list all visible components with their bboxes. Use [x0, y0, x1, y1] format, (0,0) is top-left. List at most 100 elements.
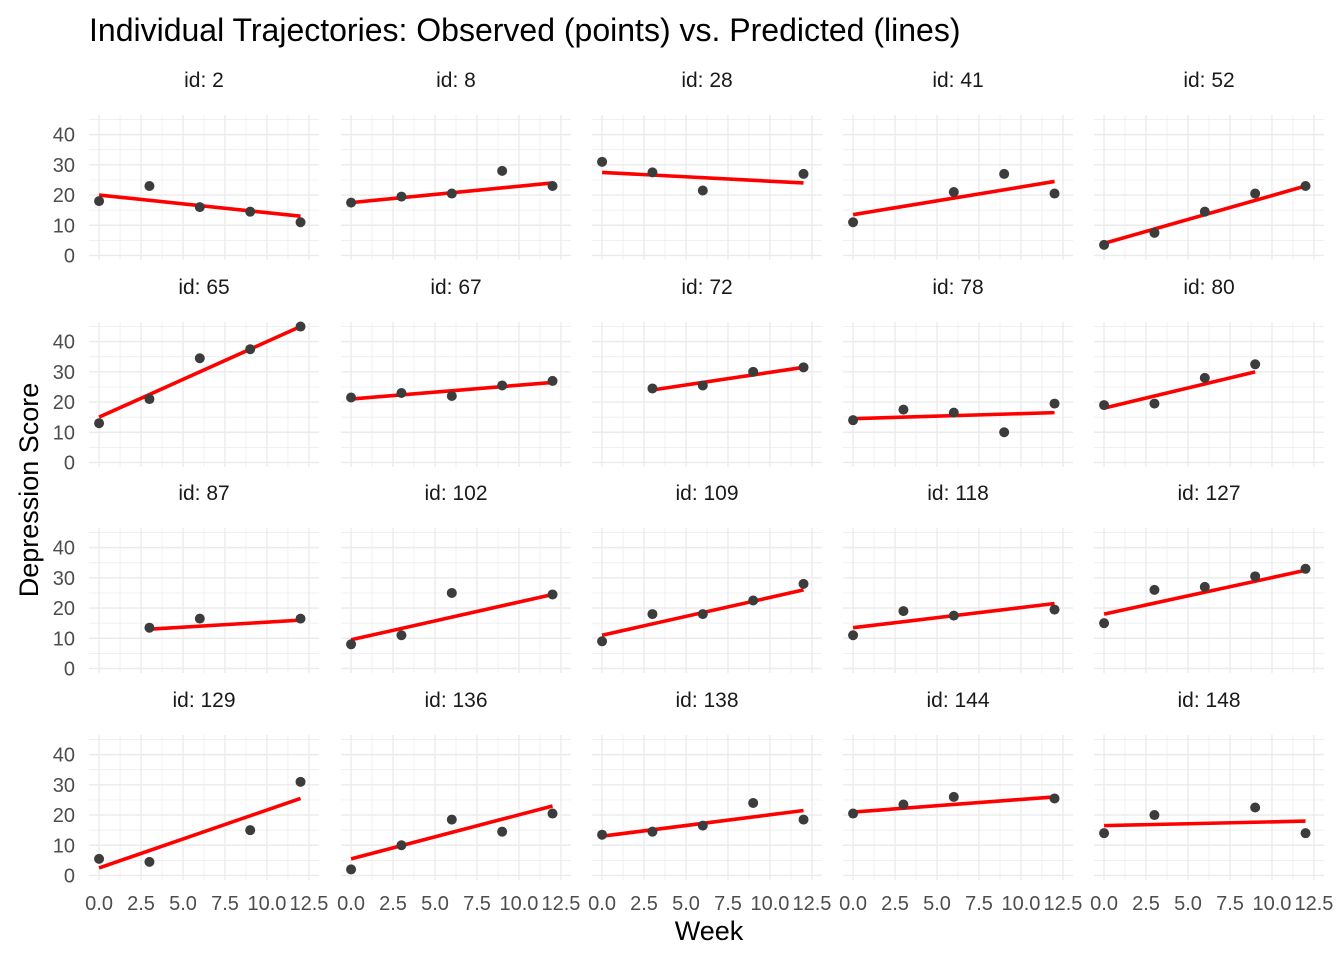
predicted-line — [1103, 568, 1306, 616]
observed-point — [346, 197, 357, 208]
observed-point — [295, 217, 306, 228]
observed-point — [446, 814, 457, 825]
observed-point — [346, 864, 357, 875]
observed-point — [597, 156, 608, 167]
facet-label: id: 78 — [932, 276, 983, 299]
observed-point — [798, 362, 809, 373]
observed-point — [798, 814, 809, 825]
observed-point — [144, 622, 155, 633]
observed-point — [1300, 563, 1311, 574]
observed-point — [647, 383, 658, 394]
y-tick-label: 0 — [64, 452, 75, 474]
observed-point — [194, 613, 205, 624]
facet-label: id: 41 — [932, 69, 983, 92]
x-tick-label: 5.0 — [672, 893, 700, 915]
x-tick-label: 12.5 — [541, 893, 580, 915]
x-tick-label: 10.0 — [247, 893, 286, 915]
observed-point — [396, 840, 407, 851]
observed-point — [94, 418, 105, 429]
observed-point — [497, 380, 508, 391]
predicted-line — [350, 380, 553, 401]
observed-point — [948, 187, 959, 198]
observed-point — [245, 206, 256, 217]
facet-label: id: 65 — [178, 276, 229, 299]
observed-point — [144, 856, 155, 867]
observed-point — [295, 776, 306, 787]
predicted-line — [1103, 370, 1256, 410]
observed-point — [245, 344, 256, 355]
facet-label: id: 144 — [926, 689, 989, 712]
x-tick-label: 2.5 — [379, 893, 407, 915]
observed-point — [798, 578, 809, 589]
x-tick-label: 10.0 — [1001, 893, 1040, 915]
y-tick-label: 20 — [53, 805, 75, 827]
predicted-line — [1104, 819, 1306, 828]
observed-point — [1149, 398, 1160, 409]
facet-label: id: 138 — [675, 689, 738, 712]
x-tick-label: 2.5 — [1132, 893, 1160, 915]
predicted-line — [350, 804, 553, 861]
predicted-line — [852, 795, 1055, 814]
observed-point — [1199, 206, 1210, 217]
y-tick-label: 20 — [53, 598, 75, 620]
facet-panel: id: 52 — [1094, 69, 1324, 260]
predicted-line — [652, 365, 804, 392]
x-tick-label: 5.0 — [1174, 893, 1202, 915]
observed-point — [547, 375, 558, 386]
observed-point — [396, 387, 407, 398]
x-tick-label: 7.5 — [965, 893, 993, 915]
observed-point — [597, 636, 608, 647]
facet-panel: id: 138 0.0 2.5 5.0 7.5 10.0 12.5 — [588, 689, 831, 915]
observed-point — [1099, 828, 1110, 839]
predicted-line — [149, 618, 301, 631]
facet-panel: id: 78 — [843, 276, 1073, 467]
observed-point — [446, 587, 457, 598]
x-tick-label: 0.0 — [1090, 893, 1118, 915]
x-tick-label: 10.0 — [750, 893, 789, 915]
observed-point — [1049, 793, 1060, 804]
observed-point — [245, 825, 256, 836]
observed-point — [396, 191, 407, 202]
y-tick-label: 40 — [53, 745, 75, 767]
observed-point — [748, 595, 759, 606]
x-tick-label: 0.0 — [839, 893, 867, 915]
observed-point — [948, 791, 959, 802]
observed-point — [1049, 398, 1060, 409]
observed-point — [295, 613, 306, 624]
x-tick-label: 7.5 — [211, 893, 239, 915]
y-tick-label: 30 — [53, 362, 75, 384]
facet-label: id: 127 — [1177, 482, 1240, 505]
observed-point — [1149, 227, 1160, 238]
observed-point — [94, 853, 105, 864]
facet-label: id: 136 — [424, 689, 487, 712]
facet-panel: id: 87 0 10 20 30 40 — [53, 482, 319, 680]
x-tick-label: 12.5 — [289, 893, 328, 915]
x-tick-label: 2.5 — [127, 893, 155, 915]
x-tick-label: 7.5 — [463, 893, 491, 915]
facet-panel: id: 102 — [341, 482, 571, 673]
observed-point — [697, 609, 708, 620]
x-tick-label: 0.0 — [588, 893, 616, 915]
y-tick-label: 40 — [53, 332, 75, 354]
x-tick-label: 12.5 — [1294, 893, 1333, 915]
observed-point — [346, 392, 357, 403]
observed-point — [898, 404, 909, 415]
chart-title: Individual Trajectories: Observed (point… — [89, 12, 960, 48]
observed-point — [898, 606, 909, 617]
x-tick-label: 12.5 — [1043, 893, 1082, 915]
facet-panel: id: 109 — [592, 482, 822, 673]
observed-point — [1199, 581, 1210, 592]
observed-point — [446, 391, 457, 402]
facet-label: id: 52 — [1183, 69, 1234, 92]
observed-point — [697, 185, 708, 196]
x-tick-label: 10.0 — [1252, 893, 1291, 915]
x-tick-label: 2.5 — [630, 893, 658, 915]
observed-point — [1049, 604, 1060, 615]
x-tick-label: 12.5 — [792, 893, 831, 915]
x-tick-label: 7.5 — [1216, 893, 1244, 915]
facet-label: id: 129 — [172, 689, 235, 712]
observed-point — [1099, 400, 1110, 411]
observed-point — [1250, 802, 1261, 813]
y-tick-label: 10 — [53, 422, 75, 444]
observed-point — [999, 168, 1010, 179]
